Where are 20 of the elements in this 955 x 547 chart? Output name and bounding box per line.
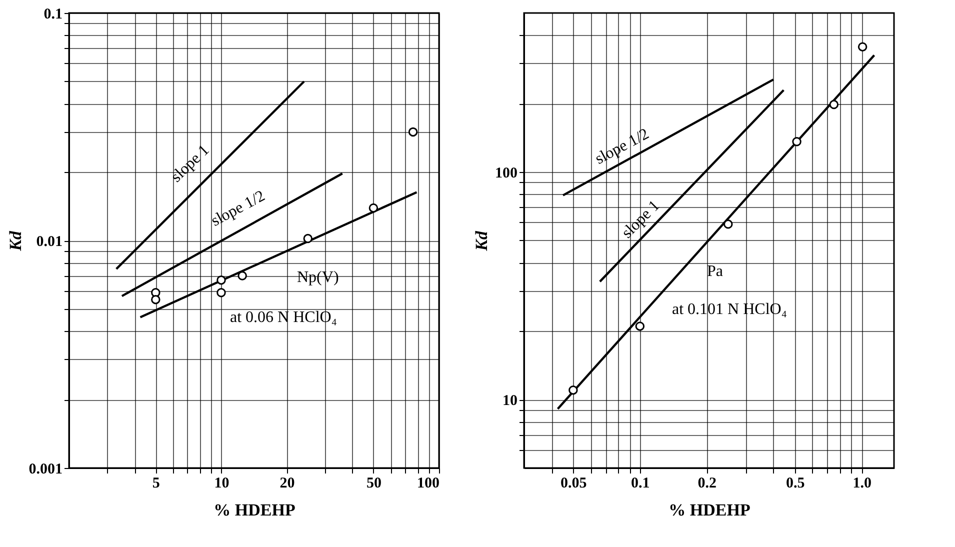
y-tick-label: 0.1 [44,6,62,22]
x-tick-label: 100 [417,476,440,492]
x-tick-label: 0.05 [560,476,587,492]
x-tick-label: 5 [152,476,160,492]
y-axis-title: Kd [472,230,491,252]
x-tick-label: 1.0 [852,476,872,492]
annotation: slope 1 [168,142,213,186]
annotation: slope 1/2 [208,188,268,230]
x-tick-label: 20 [280,476,295,492]
y-axis-title: Kd [6,230,25,252]
x-tick-label: 0.5 [786,476,805,492]
x-tick-label: 10 [214,476,230,492]
x-tick-label: 0.2 [698,476,717,492]
annotation: slope 1/2 [592,126,652,168]
y-tick-label: 0.01 [36,234,62,250]
x-axis-title: % HDEHP [214,500,296,520]
x-axis-title: % HDEHP [668,500,750,520]
x-tick-label: 50 [366,476,382,492]
y-tick-label: 0.001 [28,462,62,478]
x-tick-label: 0.1 [631,476,650,492]
